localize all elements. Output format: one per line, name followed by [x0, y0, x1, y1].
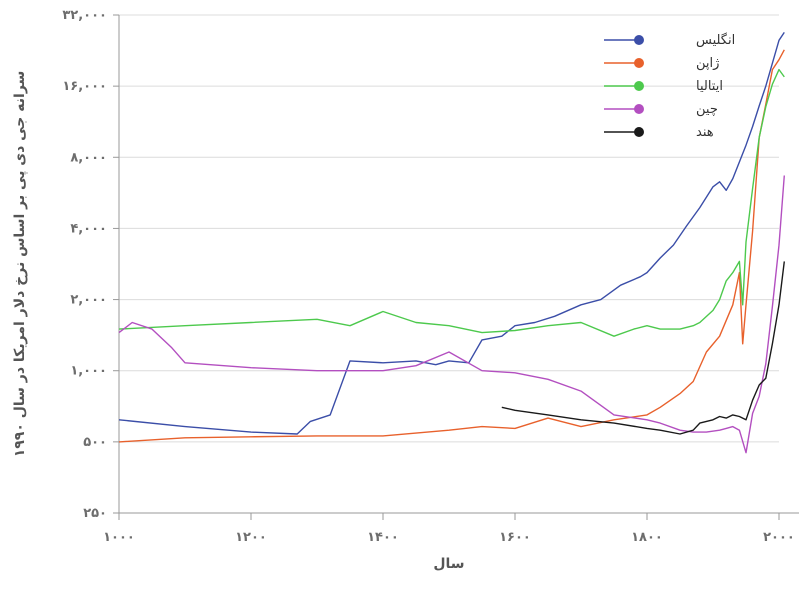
series-line: [118, 175, 785, 454]
legend-label: ایتالیا: [696, 79, 723, 94]
legend-label: انگلیس: [696, 32, 735, 48]
y-tick-label: ۸,۰۰۰: [70, 150, 107, 165]
x-tick-label: ۱۶۰۰: [499, 530, 531, 545]
y-tick-label: ۲,۰۰۰: [70, 293, 107, 308]
series-line: [118, 68, 785, 337]
x-tick-label: ۲۰۰۰: [763, 530, 795, 545]
y-tick-label: ۳۲,۰۰۰: [62, 8, 107, 23]
legend-label: هند: [696, 125, 714, 140]
legend-swatch-marker: [634, 127, 644, 137]
legend-label: چین: [696, 102, 718, 117]
x-tick-label: ۱۲۰۰: [235, 530, 267, 545]
x-tick-label: ۱۰۰۰: [103, 530, 135, 545]
y-tick-label: ۵۰۰: [83, 435, 107, 450]
y-tick-label: ۱۶,۰۰۰: [62, 79, 107, 94]
y-tick-label: ۴,۰۰۰: [70, 221, 107, 236]
legend-swatch-marker: [634, 58, 644, 68]
series-line: [118, 49, 785, 443]
legend-swatch-marker: [634, 81, 644, 91]
y-tick-labels: ۲۵۰ ۵۰۰ ۱,۰۰۰ ۲,۰۰۰ ۴,۰۰۰ ۸,۰۰۰ ۱۶,۰۰۰ ۳۲,۰۰۰: [62, 8, 107, 521]
y-tick-label: ۲۵۰: [83, 506, 107, 521]
y-tick-label: ۱,۰۰۰: [70, 364, 107, 379]
axes: [118, 15, 799, 520]
y-axis-title: سرانه جی دی پی بر اساس نرخ دلار امریکا د…: [12, 71, 28, 458]
series-line: [501, 261, 785, 435]
x-tick-label: ۱۴۰۰: [367, 530, 399, 545]
legend: انگلیس ژاپن ایتالیا چین هند: [604, 32, 735, 140]
x-axis-title: سال: [433, 556, 464, 572]
series-line: [118, 32, 785, 435]
x-tick-labels: ۱۰۰۰ ۱۲۰۰ ۱۴۰۰ ۱۶۰۰ ۱۸۰۰ ۲۰۰۰: [103, 530, 795, 545]
legend-swatch-marker: [634, 35, 644, 45]
legend-label: ژاپن: [696, 56, 719, 71]
x-tick-label: ۱۸۰۰: [631, 530, 663, 545]
gridlines: [113, 14, 779, 514]
series-lines: [118, 32, 785, 454]
legend-swatch-marker: [634, 104, 644, 114]
